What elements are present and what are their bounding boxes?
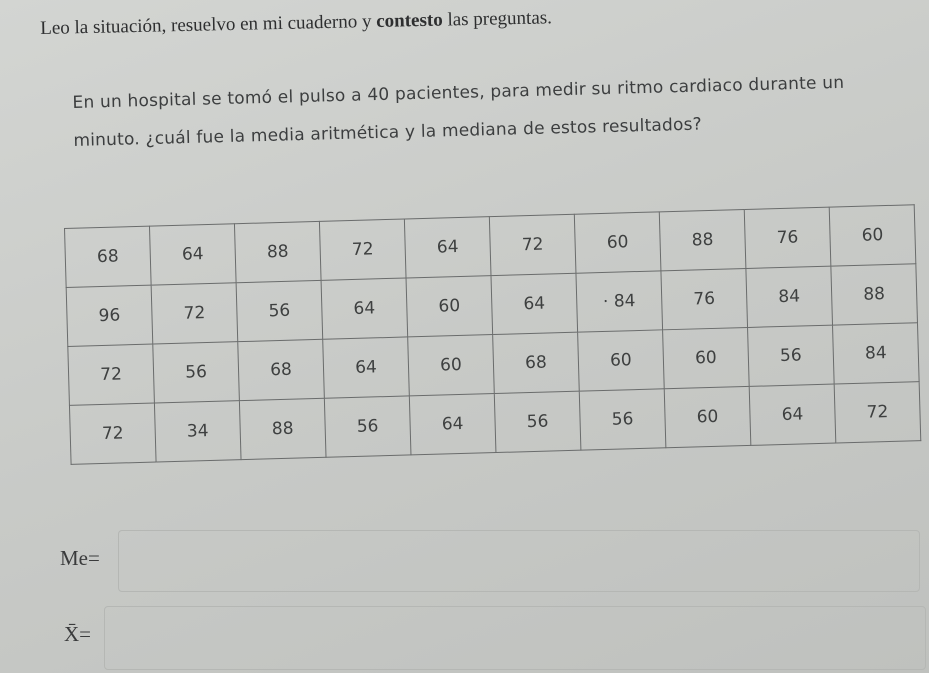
table-cell: 84 xyxy=(745,266,833,328)
table-cell: 72 xyxy=(69,403,157,465)
table-cell: 34 xyxy=(154,400,242,463)
table-cell: 88 xyxy=(659,209,746,271)
table-cell: 68 xyxy=(64,226,152,288)
table-cell: 96 xyxy=(66,285,153,347)
table-cell: 88 xyxy=(239,398,327,460)
instruction-pre: Leo la situación, resuelvo en mi cuadern… xyxy=(40,10,377,39)
table-cell: 64 xyxy=(149,223,237,286)
table-cell: 60 xyxy=(407,334,495,396)
table-cell: 60 xyxy=(577,329,665,392)
table-cell: 72 xyxy=(151,282,238,345)
table-cell: 72 xyxy=(834,381,921,444)
mean-answer-box[interactable] xyxy=(104,606,926,670)
table-cell: 60 xyxy=(664,386,751,448)
instruction-bold: contesto xyxy=(376,9,443,32)
table-cell: 64 xyxy=(409,393,496,455)
table-cell: 72 xyxy=(319,218,407,281)
median-label: Me= xyxy=(60,546,100,570)
problem-statement: En un hospital se tomó el pulso a 40 pac… xyxy=(72,72,845,151)
mean-label: X̄= xyxy=(64,622,92,646)
table-cell: 64 xyxy=(490,273,578,335)
pulse-data-table: 68 64 88 72 64 72 60 88 76 60 96 72 56 64 60 64 · 84 76 84… xyxy=(64,204,921,465)
table-cell: 60 xyxy=(662,327,750,389)
table-cell: 68 xyxy=(492,332,580,394)
table-cell: 76 xyxy=(744,207,831,269)
table-cell: 64 xyxy=(321,277,408,340)
table-cell: 56 xyxy=(152,341,240,404)
table-cell: 72 xyxy=(67,344,155,406)
table-cell: 64 xyxy=(404,216,491,278)
instruction-post: las preguntas. xyxy=(442,7,553,31)
median-answer-box[interactable] xyxy=(118,530,920,592)
table-cell: 56 xyxy=(236,280,323,342)
table-cell: 56 xyxy=(324,395,411,458)
table-cell: 64 xyxy=(322,336,410,399)
table-cell: 68 xyxy=(237,339,325,401)
table-cell: 60 xyxy=(406,275,493,337)
table-cell: 64 xyxy=(749,384,836,446)
table-cell: 56 xyxy=(747,325,835,387)
table-cell: 88 xyxy=(830,263,918,326)
table-cell: 76 xyxy=(660,268,748,330)
table-cell: 88 xyxy=(234,221,322,283)
table-cell: 60 xyxy=(829,204,916,267)
table-cell: 60 xyxy=(574,211,661,274)
table-cell: 56 xyxy=(494,391,581,453)
table-cell: · 84 xyxy=(575,270,663,333)
table-cell: 84 xyxy=(832,322,920,385)
table-cell: 56 xyxy=(579,388,666,451)
table-cell: 72 xyxy=(489,214,576,276)
instruction-text: Leo la situación, resuelvo en mi cuadern… xyxy=(40,7,552,40)
